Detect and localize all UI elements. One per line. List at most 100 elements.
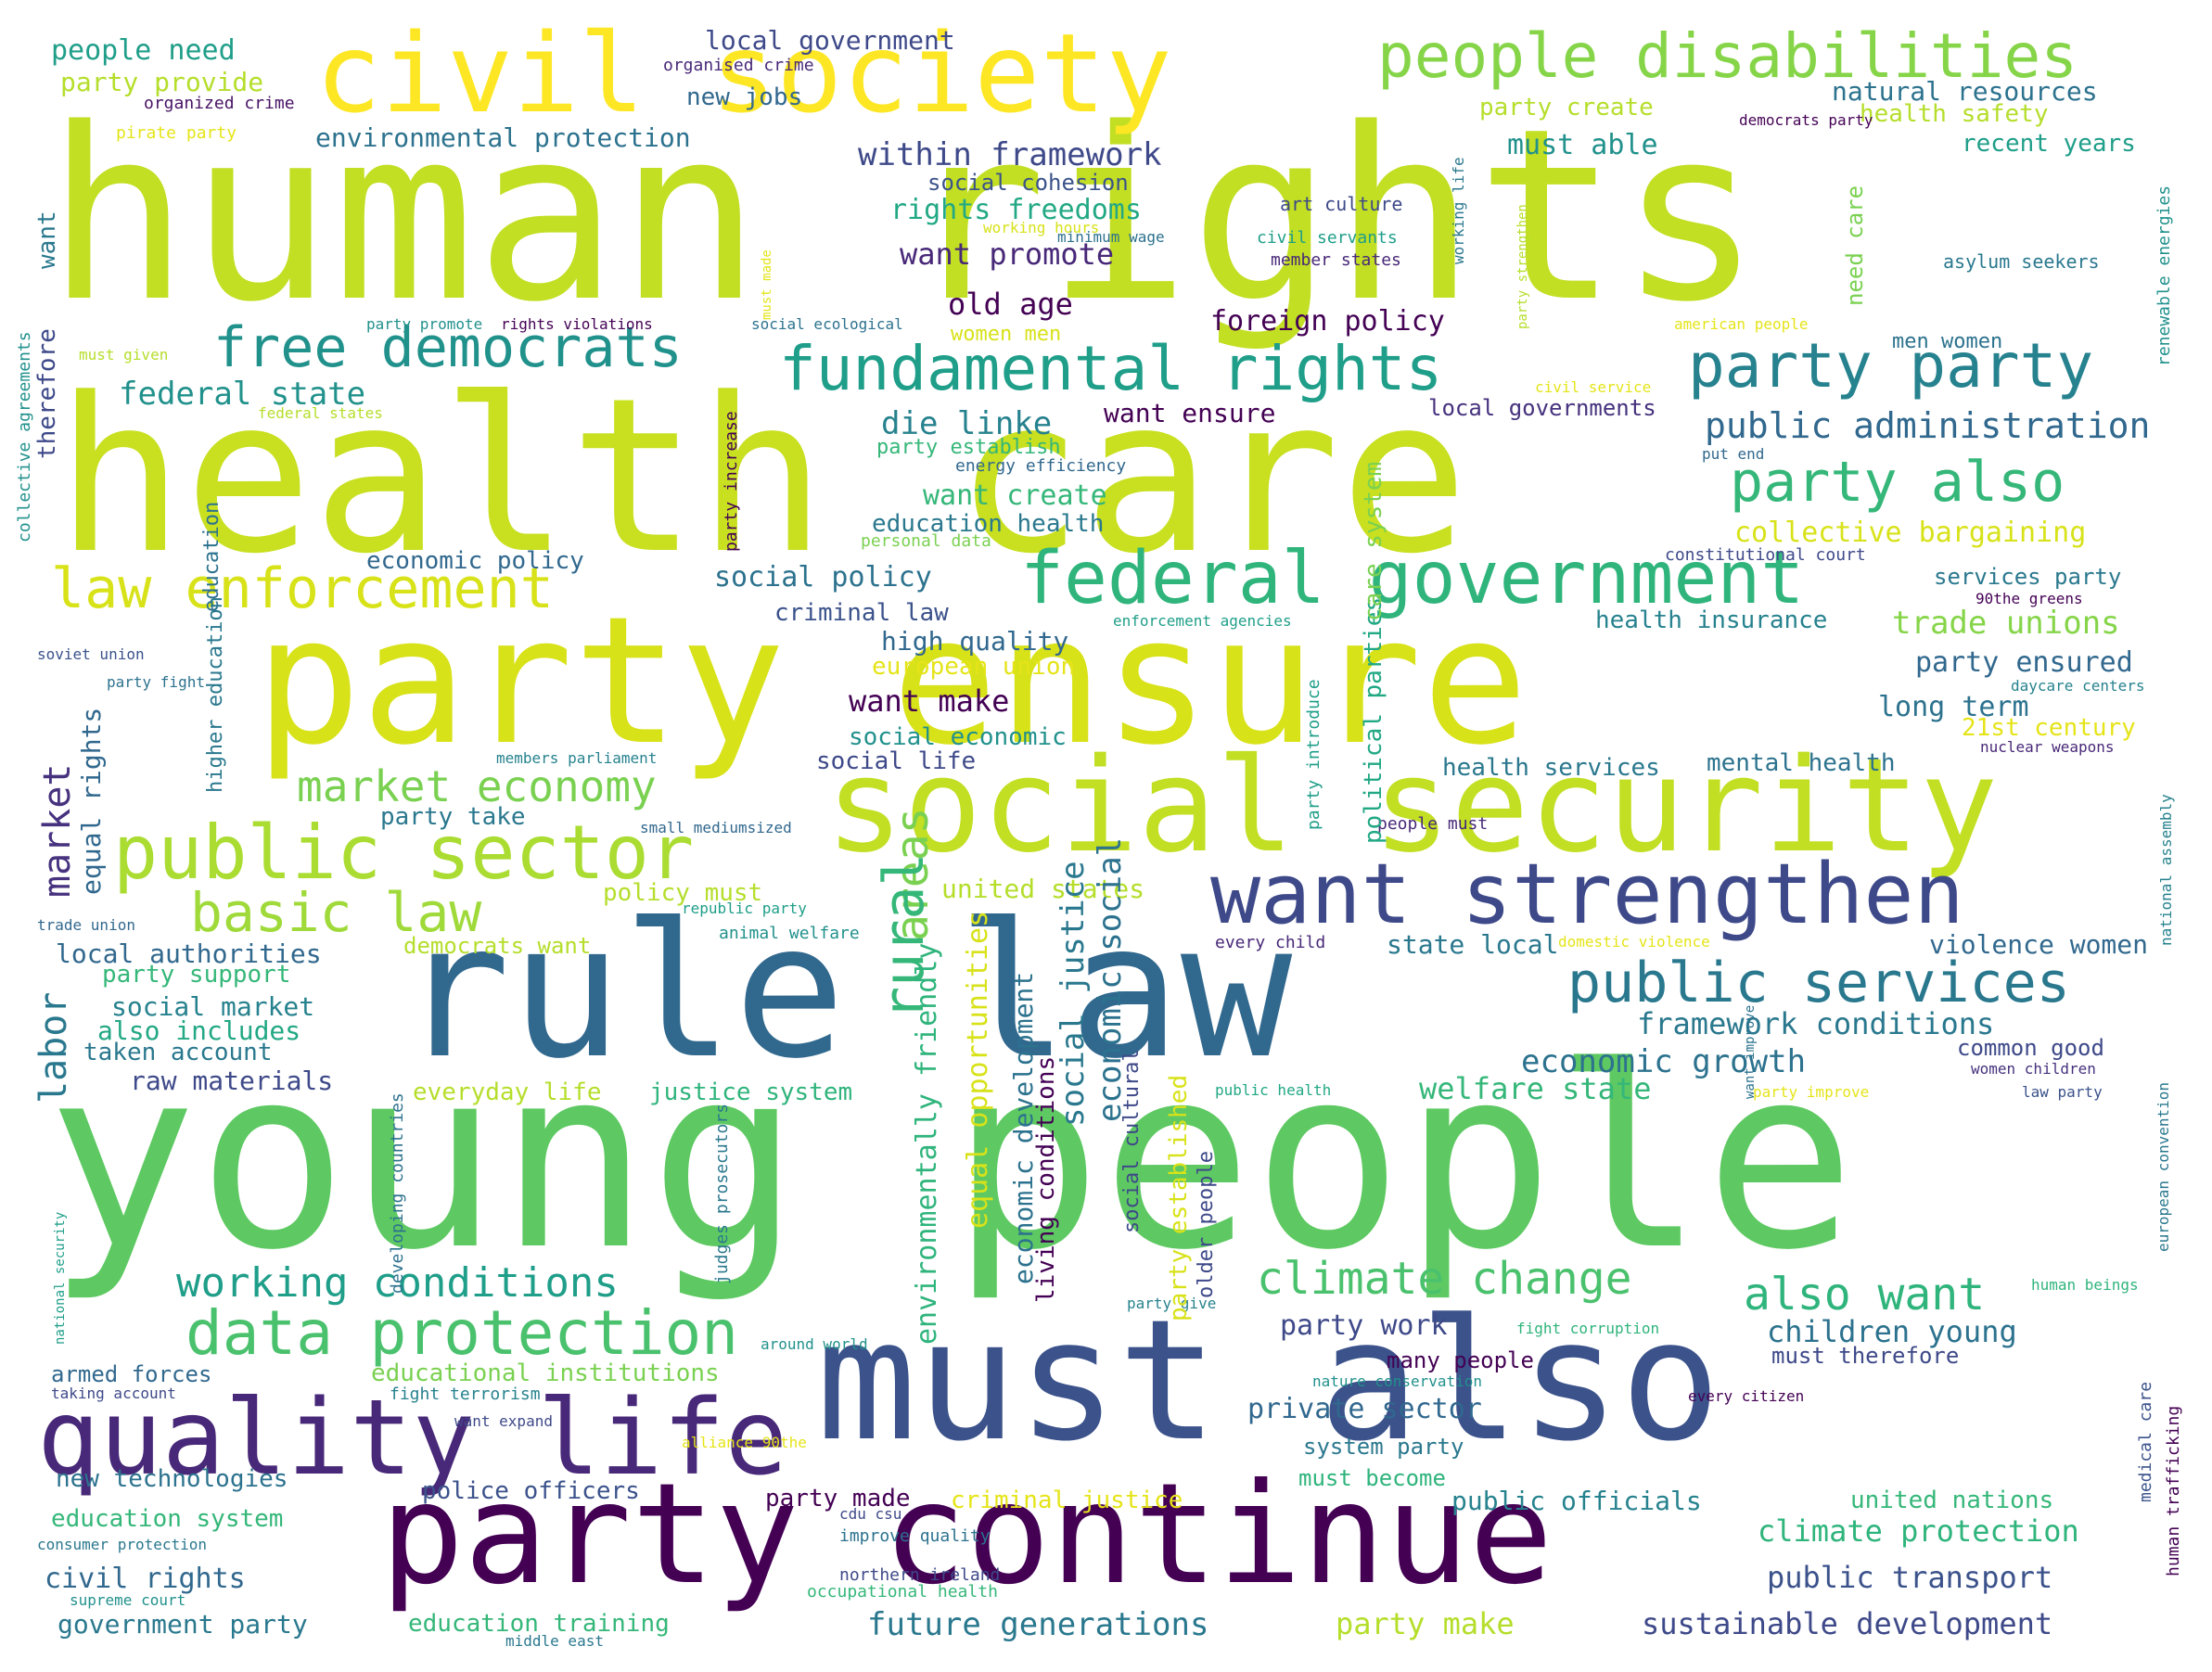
word: local government bbox=[705, 25, 955, 56]
word: want ensure bbox=[1104, 398, 1276, 428]
word: members parliament bbox=[496, 749, 658, 767]
word: quality life bbox=[37, 1378, 788, 1499]
word: social policy bbox=[714, 561, 932, 593]
word: must therefore bbox=[1771, 1343, 1960, 1369]
word: social ecological bbox=[751, 315, 903, 333]
word: recent years bbox=[1962, 130, 2136, 158]
word: welfare state bbox=[1419, 1071, 1652, 1106]
word: want strengthen bbox=[1210, 846, 1964, 943]
word: nature conservation bbox=[1312, 1372, 1483, 1390]
word: equal opportunities bbox=[962, 910, 994, 1229]
word: soviet union bbox=[37, 645, 145, 663]
word: animal welfare bbox=[719, 924, 860, 943]
word: justice system bbox=[649, 1079, 853, 1106]
word: personal data bbox=[861, 531, 991, 551]
word: civil rights bbox=[45, 1563, 246, 1595]
word: social justice bbox=[1055, 861, 1092, 1127]
word: children young bbox=[1767, 1314, 2017, 1349]
word: daycare centers bbox=[2011, 677, 2145, 695]
word: human trafficking bbox=[2164, 1405, 2183, 1576]
word: social security bbox=[825, 731, 1999, 882]
word: education system bbox=[51, 1505, 284, 1533]
word: within framework bbox=[858, 136, 1162, 173]
word: trade unions bbox=[1892, 605, 2120, 642]
word: people disabilities bbox=[1377, 20, 2078, 92]
word: mental health bbox=[1707, 749, 1896, 777]
word: party give bbox=[1127, 1295, 1217, 1312]
word: die linke bbox=[881, 405, 1053, 442]
word: public administration bbox=[1705, 405, 2151, 446]
word: party also bbox=[1730, 450, 2065, 515]
word: high quality bbox=[881, 626, 1069, 657]
word: enforcement agencies bbox=[1113, 612, 1292, 630]
word: asylum seekers bbox=[1943, 250, 2100, 273]
word: european convention bbox=[2154, 1081, 2172, 1252]
word: party strengthen bbox=[1515, 204, 1530, 329]
word: social cohesion bbox=[927, 170, 1129, 196]
word: working conditions bbox=[176, 1259, 619, 1307]
word: violence women bbox=[1929, 929, 2149, 960]
word: constitutional court bbox=[1665, 545, 1866, 565]
word: market economy bbox=[297, 761, 657, 811]
word: organized crime bbox=[144, 94, 295, 113]
word: put end bbox=[1702, 445, 1765, 463]
word: common good bbox=[1957, 1035, 2104, 1061]
word: basic law bbox=[190, 881, 482, 944]
word: energy efficiency bbox=[955, 456, 1127, 476]
word: rule law bbox=[399, 884, 1293, 1100]
word: law enforcement bbox=[51, 556, 554, 621]
word: natural resources bbox=[1832, 76, 2098, 107]
word: party established bbox=[1165, 1074, 1193, 1321]
word: pirate party bbox=[116, 123, 237, 143]
word: collective bargaining bbox=[1734, 517, 2087, 549]
word: party promote bbox=[366, 315, 483, 333]
word: middle east bbox=[505, 1632, 604, 1650]
word: party ensure bbox=[255, 579, 1528, 784]
word: everyday life bbox=[413, 1079, 602, 1106]
word: every citizen bbox=[1688, 1387, 1805, 1405]
word: party increase bbox=[722, 411, 741, 552]
word: government party bbox=[58, 1609, 308, 1640]
word: want create bbox=[923, 479, 1107, 512]
word: every child bbox=[1215, 933, 1326, 952]
word: member states bbox=[1271, 250, 1401, 270]
word: nuclear weapons bbox=[1980, 738, 2115, 756]
word: future generations bbox=[867, 1606, 1209, 1643]
word: alliance 90the bbox=[682, 1434, 807, 1451]
word: consumer protection bbox=[37, 1536, 208, 1553]
word: judges prosecutors bbox=[712, 1103, 732, 1284]
word: rights violations bbox=[501, 315, 653, 333]
word: united nations bbox=[1850, 1487, 2054, 1514]
word: must become bbox=[1298, 1465, 1446, 1491]
word: also want bbox=[1744, 1269, 1986, 1321]
word: foreign policy bbox=[1210, 305, 1445, 338]
word: private sector bbox=[1247, 1393, 1482, 1425]
word: party fight bbox=[107, 673, 205, 691]
word: fight corruption bbox=[1516, 1320, 1660, 1337]
word: social cultural bbox=[1120, 1049, 1144, 1233]
word: labor bbox=[32, 991, 75, 1104]
word: cdu csu bbox=[839, 1505, 902, 1523]
word: long term bbox=[1878, 691, 2029, 723]
word: american people bbox=[1674, 315, 1809, 333]
word: improve quality bbox=[839, 1526, 991, 1546]
word: european union bbox=[872, 653, 1076, 681]
word: party provide bbox=[60, 67, 264, 97]
word: social economic bbox=[849, 723, 1067, 751]
word: want promote bbox=[900, 236, 1115, 272]
word: federal states bbox=[258, 404, 383, 422]
word: free democrats bbox=[213, 315, 683, 380]
word: civil servants bbox=[1257, 228, 1398, 248]
word: health care bbox=[56, 353, 1469, 601]
word: public transport bbox=[1767, 1560, 2053, 1595]
word: taken account bbox=[83, 1039, 273, 1066]
word: criminal justice bbox=[951, 1487, 1183, 1514]
word: education health bbox=[872, 510, 1105, 538]
word: framework conditions bbox=[1637, 1006, 1995, 1041]
word: want bbox=[33, 211, 61, 269]
word: working hours bbox=[983, 219, 1100, 236]
word: minimum wage bbox=[1057, 228, 1165, 246]
word: collective agreements bbox=[15, 331, 34, 542]
word: party introduce bbox=[1304, 679, 1323, 830]
